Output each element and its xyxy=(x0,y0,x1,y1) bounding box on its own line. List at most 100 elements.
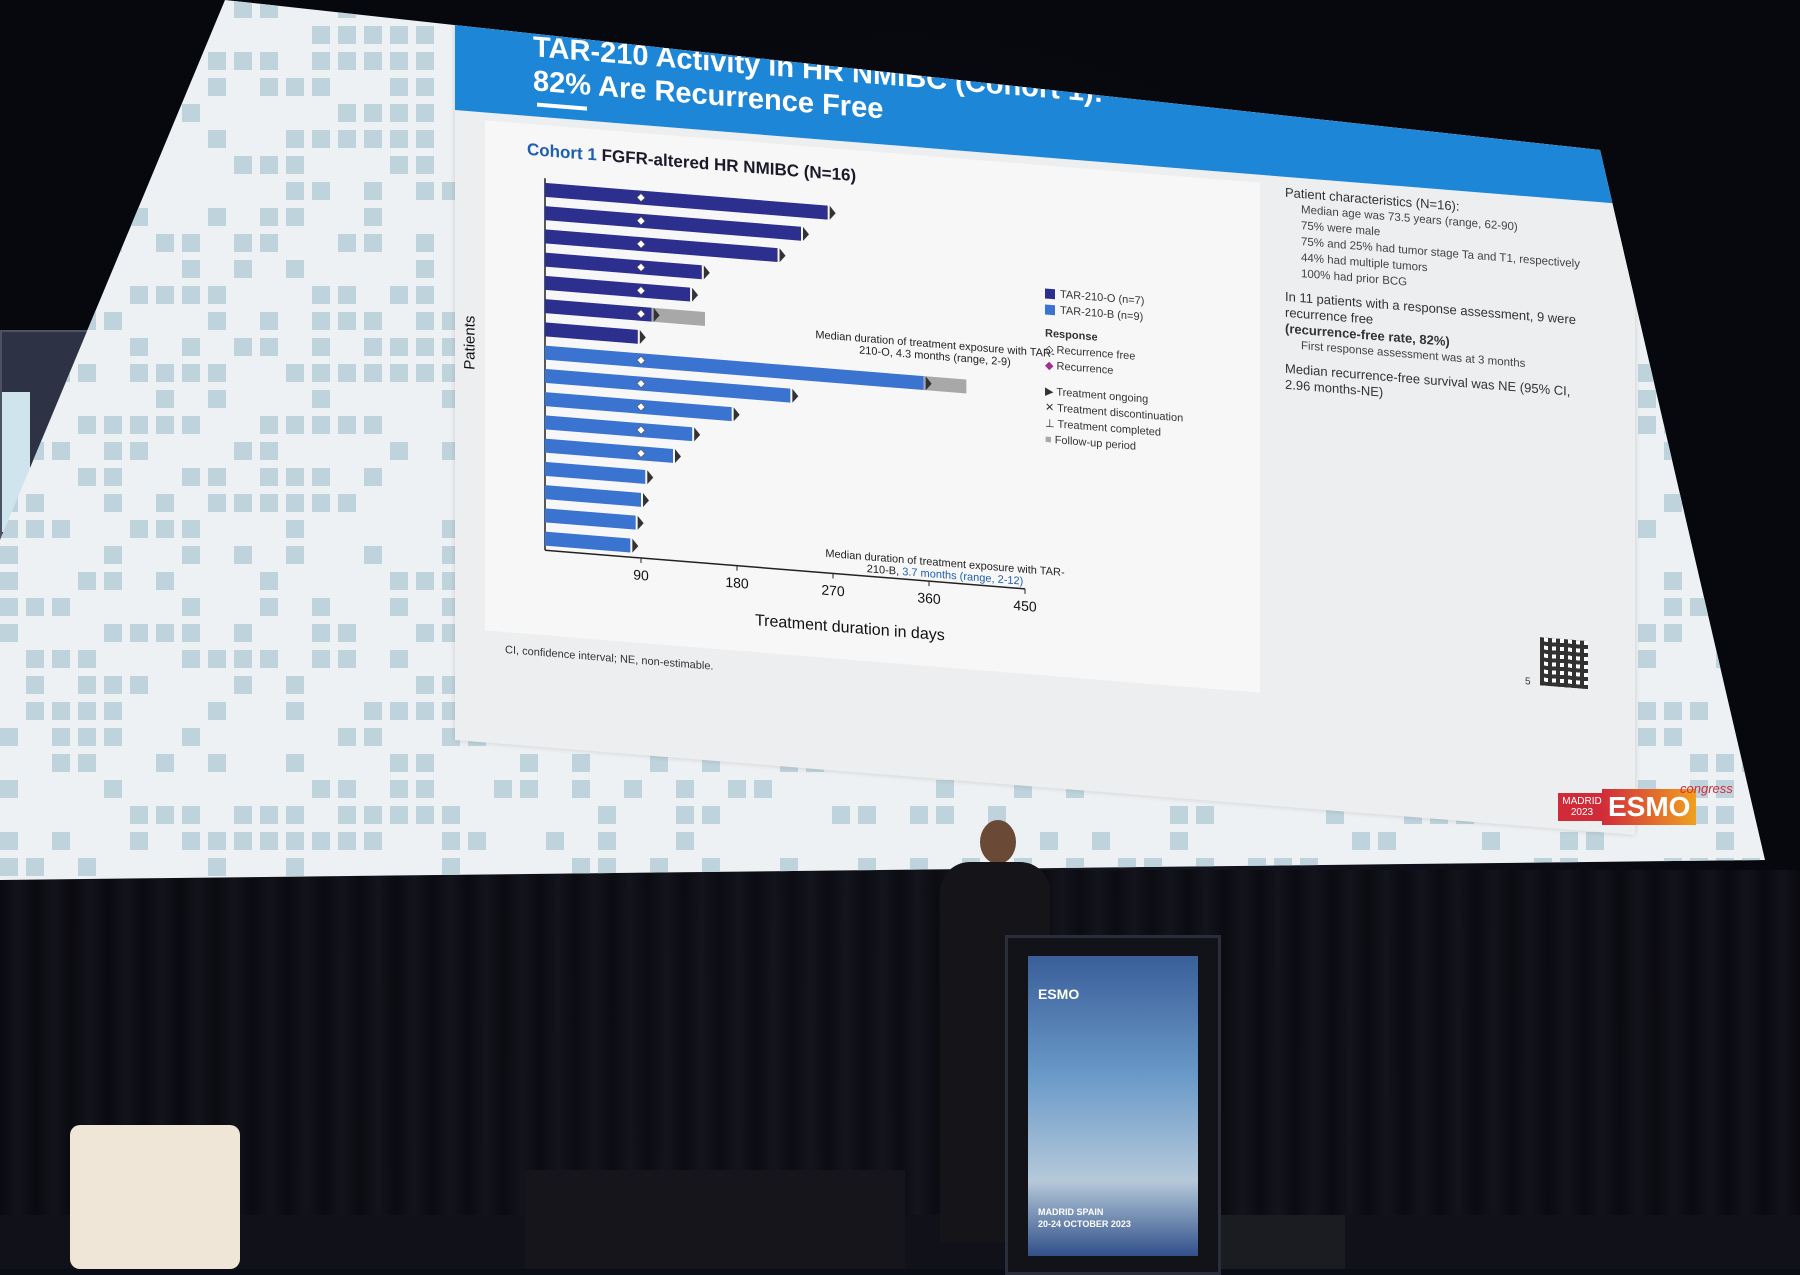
mosaic-tile xyxy=(78,468,96,486)
mosaic-tile xyxy=(52,0,70,18)
mosaic-tile xyxy=(494,780,512,798)
mosaic-tile xyxy=(1092,0,1110,18)
mosaic-tile xyxy=(104,624,122,642)
mosaic-tile xyxy=(52,598,70,616)
mosaic-tile xyxy=(390,442,408,460)
title-underline xyxy=(537,102,587,111)
mosaic-tile xyxy=(1456,26,1474,44)
mosaic-tile xyxy=(1716,598,1734,616)
mosaic-tile xyxy=(286,676,304,694)
mosaic-tile xyxy=(1118,26,1136,44)
mosaic-tile xyxy=(1352,26,1370,44)
stage-chair xyxy=(70,1125,240,1269)
x-tick-label: 90 xyxy=(633,566,649,583)
mosaic-tile xyxy=(78,260,96,278)
mosaic-tile xyxy=(78,650,96,668)
mosaic-tile xyxy=(1664,598,1682,616)
mosaic-tile xyxy=(52,26,70,44)
mosaic-tile xyxy=(208,364,226,382)
mosaic-tile xyxy=(598,858,616,876)
mosaic-tile xyxy=(1664,338,1682,356)
mosaic-tile xyxy=(338,624,356,642)
mosaic-tile xyxy=(208,858,226,876)
mosaic-tile xyxy=(364,312,382,330)
mosaic-tile xyxy=(1638,390,1656,408)
esmo-congress-logo: MADRID 2023 ESMO congress xyxy=(1540,775,1765,855)
mosaic-tile xyxy=(468,832,486,850)
mosaic-tile xyxy=(52,442,70,460)
mosaic-tile xyxy=(416,806,434,824)
bar-tar210-o-2 xyxy=(545,229,778,263)
y-axis-label: Patients xyxy=(461,314,479,371)
mosaic-tile xyxy=(78,0,96,18)
mosaic-tile xyxy=(390,780,408,798)
mosaic-tile xyxy=(390,598,408,616)
mosaic-tile xyxy=(312,364,330,382)
recurrence-free-marker xyxy=(636,355,646,365)
mosaic-tile xyxy=(572,754,590,772)
mosaic-tile xyxy=(1352,832,1370,850)
mosaic-tile xyxy=(260,650,278,668)
mosaic-tile xyxy=(364,234,382,252)
mosaic-tile xyxy=(26,858,44,876)
mosaic-tile xyxy=(1742,364,1760,382)
mosaic-tile xyxy=(208,754,226,772)
bar-tar210-o-1 xyxy=(545,206,801,241)
mosaic-tile xyxy=(208,78,226,96)
mosaic-tile xyxy=(364,832,382,850)
open-diamond-icon: ◇ xyxy=(1045,343,1057,357)
mosaic-tile xyxy=(338,286,356,304)
ongoing-marker xyxy=(803,226,809,241)
mosaic-tile xyxy=(676,780,694,798)
mosaic-tile xyxy=(1482,26,1500,44)
ongoing-marker xyxy=(639,330,646,344)
mosaic-tile xyxy=(312,650,330,668)
mosaic-tile xyxy=(0,780,18,798)
mosaic-tile xyxy=(962,0,980,18)
mosaic-tile xyxy=(286,208,304,226)
mosaic-tile xyxy=(130,338,148,356)
mosaic-tile xyxy=(104,468,122,486)
mosaic-tile xyxy=(1768,52,1770,70)
mosaic-tile xyxy=(156,494,174,512)
mosaic-tile xyxy=(208,286,226,304)
mosaic-tile xyxy=(104,572,122,590)
mosaic-tile xyxy=(1742,624,1760,642)
mosaic-tile xyxy=(208,130,226,148)
mosaic-tile xyxy=(104,234,122,252)
bar-tar210-b-8 xyxy=(545,531,631,553)
mosaic-tile xyxy=(182,338,200,356)
mosaic-tile xyxy=(1664,416,1682,434)
recurrence-free-marker xyxy=(636,425,646,435)
mosaic-tile xyxy=(1664,234,1682,252)
ongoing-marker xyxy=(643,493,649,507)
mosaic-tile xyxy=(832,806,850,824)
slide-bullets: Patient characteristics (N=16): Median a… xyxy=(1285,185,1585,425)
mosaic-tile xyxy=(260,78,278,96)
ongoing-marker xyxy=(925,376,932,391)
mosaic-tile xyxy=(104,494,122,512)
mosaic-tile xyxy=(416,312,434,330)
mosaic-tile xyxy=(1144,0,1162,18)
mosaic-tile xyxy=(26,234,44,252)
mosaic-tile xyxy=(130,78,148,96)
mosaic-tile xyxy=(520,0,538,18)
mosaic-tile xyxy=(0,260,18,278)
mosaic-tile xyxy=(52,832,70,850)
mosaic-tile xyxy=(312,130,330,148)
mosaic-tile xyxy=(78,364,96,382)
mosaic-tile xyxy=(702,806,720,824)
mosaic-tile xyxy=(884,26,902,44)
mosaic-tile xyxy=(858,52,876,70)
mosaic-tile xyxy=(260,468,278,486)
cohort-label-prefix: Cohort 1 xyxy=(527,139,597,165)
mosaic-tile xyxy=(78,312,96,330)
mosaic-tile xyxy=(598,806,616,824)
mosaic-tile xyxy=(598,832,616,850)
mosaic-tile xyxy=(1742,156,1760,174)
mosaic-tile xyxy=(728,0,746,18)
mosaic-tile xyxy=(364,416,382,434)
mosaic-tile xyxy=(364,130,382,148)
mosaic-tile xyxy=(1690,390,1708,408)
mosaic-tile xyxy=(442,832,460,850)
